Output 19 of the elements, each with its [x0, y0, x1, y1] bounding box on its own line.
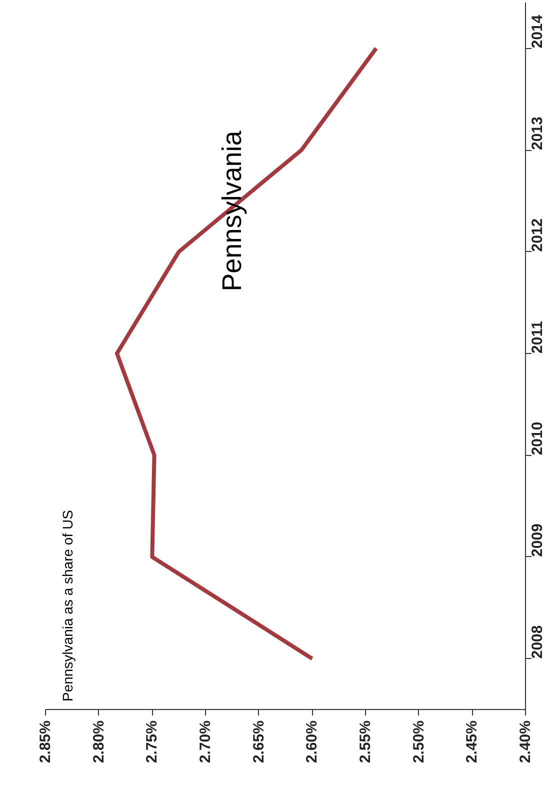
annotation: Pennsylvania as a share of US	[60, 510, 76, 702]
x-tick-label: 2.65%	[250, 720, 268, 764]
x-tick-label: 2.80%	[90, 720, 108, 764]
text: Pennsylvania	[217, 130, 248, 292]
y-tick-label: 2008	[529, 625, 546, 659]
y-tick-label: 2012	[529, 218, 546, 252]
y-tick-label: 2010	[529, 422, 546, 456]
y-tick-label: 2014	[529, 14, 546, 48]
x-tick-label: 2.45%	[464, 720, 481, 764]
x-tick-label: 2.50%	[410, 720, 428, 764]
y-tick-label: 2011	[529, 320, 546, 354]
x-tick-label: 2.40%	[517, 720, 534, 764]
x-tick-label: 2.55%	[357, 720, 374, 764]
y-tick-label: 2009	[529, 524, 546, 557]
x-tick-label: 2.75%	[144, 720, 161, 764]
y-tick-label: 2013	[529, 116, 546, 150]
x-tick-label: 2.60%	[304, 720, 321, 764]
x-tick-label: 2.70%	[197, 720, 214, 764]
x-tick-label: 2.85%	[37, 720, 54, 764]
